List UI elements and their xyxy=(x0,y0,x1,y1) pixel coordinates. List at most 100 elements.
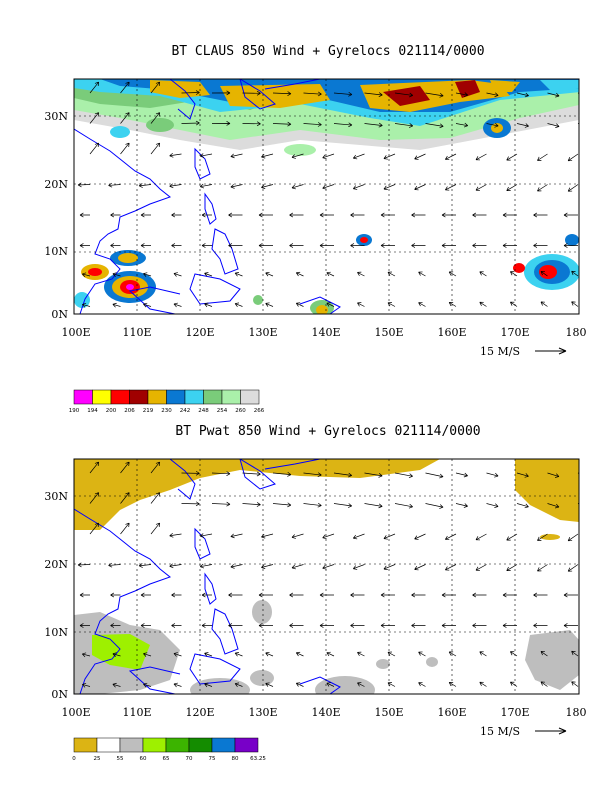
wind-arrow xyxy=(571,301,579,307)
wind-arrow xyxy=(143,652,152,657)
coastline-segment xyxy=(239,79,276,110)
wind-arrow xyxy=(171,243,182,248)
wind-arrow xyxy=(571,681,579,687)
wind-arrow xyxy=(533,592,548,598)
lon-label: 180 xyxy=(566,706,587,719)
wind-arrow xyxy=(322,533,335,540)
wind-arrow xyxy=(199,533,213,538)
colorbar-swatch xyxy=(240,389,260,405)
wind-arrow xyxy=(567,153,579,162)
wind-arrow xyxy=(110,212,121,218)
wind-arrow xyxy=(82,303,91,308)
lon-label: 170E xyxy=(500,326,529,339)
wind-arrow xyxy=(77,562,91,568)
wind-arrow xyxy=(120,461,130,474)
wind-arrow xyxy=(181,501,200,507)
wind-arrow xyxy=(150,142,161,155)
colorbar-label: 242 xyxy=(180,408,191,414)
colorbar-label: 266 xyxy=(254,408,265,414)
lon-label: 150E xyxy=(374,326,403,339)
wind-arrow xyxy=(289,592,304,598)
colorbar-label: 70 xyxy=(186,756,193,762)
wind-arrow xyxy=(455,472,468,478)
wind-arrow xyxy=(140,243,152,248)
wind-arrow xyxy=(326,302,335,307)
lat-label: 20N xyxy=(44,558,68,571)
wind-arrow xyxy=(120,142,130,155)
wind-arrow xyxy=(383,184,396,191)
wind-arrow xyxy=(228,623,243,628)
wind-arrow xyxy=(261,564,274,569)
lat-label: 10N xyxy=(44,626,68,639)
wind-arrow xyxy=(563,212,579,218)
wind-arrow xyxy=(357,271,365,277)
colorbar-label: 219 xyxy=(143,408,154,414)
wind-arrow xyxy=(394,123,414,128)
wind-arrow xyxy=(411,623,426,628)
wind-arrow xyxy=(350,592,365,598)
wind-arrow xyxy=(272,471,292,477)
wind-arrow xyxy=(425,503,444,509)
wind-arrow xyxy=(537,153,548,161)
lon-ticks-1: 100E 110E 120E 130E 140E 150E 160E 170E … xyxy=(61,326,586,339)
lon-label: 160E xyxy=(437,326,466,339)
wind-arrow xyxy=(110,592,121,598)
ref-vector-label: 15 M/S xyxy=(480,725,520,738)
wind-arrow xyxy=(201,212,213,218)
colorbar-swatch xyxy=(92,389,112,405)
wind-arrow xyxy=(387,302,396,307)
wind-arrow xyxy=(272,121,292,127)
lat-ticks-2: 30N 20N 10N 0N xyxy=(44,490,68,701)
colorbar-swatch xyxy=(184,389,204,405)
wind-arrow xyxy=(540,651,548,657)
wind-arrow xyxy=(204,302,213,308)
colorbar-label: 0 xyxy=(72,756,76,762)
wind-arrow xyxy=(234,682,243,687)
wind-arrow xyxy=(533,243,548,248)
coastline-segment xyxy=(74,128,172,314)
wind-arrow xyxy=(333,472,353,478)
wind-arrow xyxy=(112,302,121,308)
wind-arrow xyxy=(234,272,243,277)
lon-label: 110E xyxy=(122,706,151,719)
wind-arrow xyxy=(265,682,274,687)
colorbar-label: 60 xyxy=(140,756,147,762)
lat-label: 10N xyxy=(44,245,68,258)
wind-arrow xyxy=(380,243,396,248)
colorbar-label: 75 xyxy=(209,756,216,762)
wind-arrow xyxy=(326,682,335,687)
wind-arrow xyxy=(472,212,487,218)
lat-label: 0N xyxy=(51,688,68,701)
wind-arrow xyxy=(201,592,213,598)
colorbar-label: 260 xyxy=(235,408,246,414)
wind-arrow xyxy=(140,592,152,598)
colorbar-label: 25 xyxy=(94,756,101,762)
colorbar-swatch xyxy=(119,737,144,753)
coastline-segment xyxy=(169,459,196,500)
wind-arrow xyxy=(258,243,274,248)
wind-arrow xyxy=(291,184,304,190)
wind-arrow xyxy=(173,302,182,308)
wind-arrow xyxy=(82,272,91,278)
wind-arrow xyxy=(414,564,426,571)
colorbar-swatch xyxy=(110,389,130,405)
colorbar-swatch xyxy=(142,737,167,753)
wind-arrow xyxy=(112,652,121,657)
wind-arrow xyxy=(150,112,161,124)
wind-arrow xyxy=(319,623,335,628)
panel-1-frame xyxy=(73,78,580,315)
wind-arrow xyxy=(425,123,444,129)
colorbar-swatch xyxy=(203,389,223,405)
wind-arrow xyxy=(516,123,529,128)
wind-arrow xyxy=(150,492,161,504)
wind-arrow xyxy=(479,271,487,277)
coastline-segment xyxy=(239,459,276,490)
colorbar-swatch xyxy=(147,389,167,405)
wind-arrow xyxy=(411,243,426,248)
wind-arrow xyxy=(455,503,468,508)
wind-arrow xyxy=(418,682,426,687)
wind-arrow xyxy=(230,533,243,539)
wind-arrow xyxy=(258,592,274,598)
wind-arrow xyxy=(319,243,335,248)
lon-label: 130E xyxy=(248,706,277,719)
